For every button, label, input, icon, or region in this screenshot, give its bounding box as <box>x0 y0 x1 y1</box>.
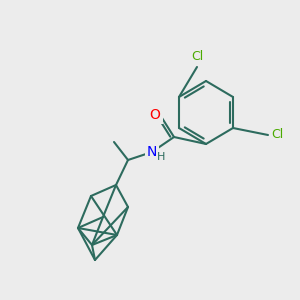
Text: Cl: Cl <box>271 128 283 142</box>
Text: Cl: Cl <box>191 50 203 64</box>
Text: O: O <box>150 108 160 122</box>
Text: H: H <box>157 152 165 162</box>
Text: N: N <box>147 145 157 159</box>
